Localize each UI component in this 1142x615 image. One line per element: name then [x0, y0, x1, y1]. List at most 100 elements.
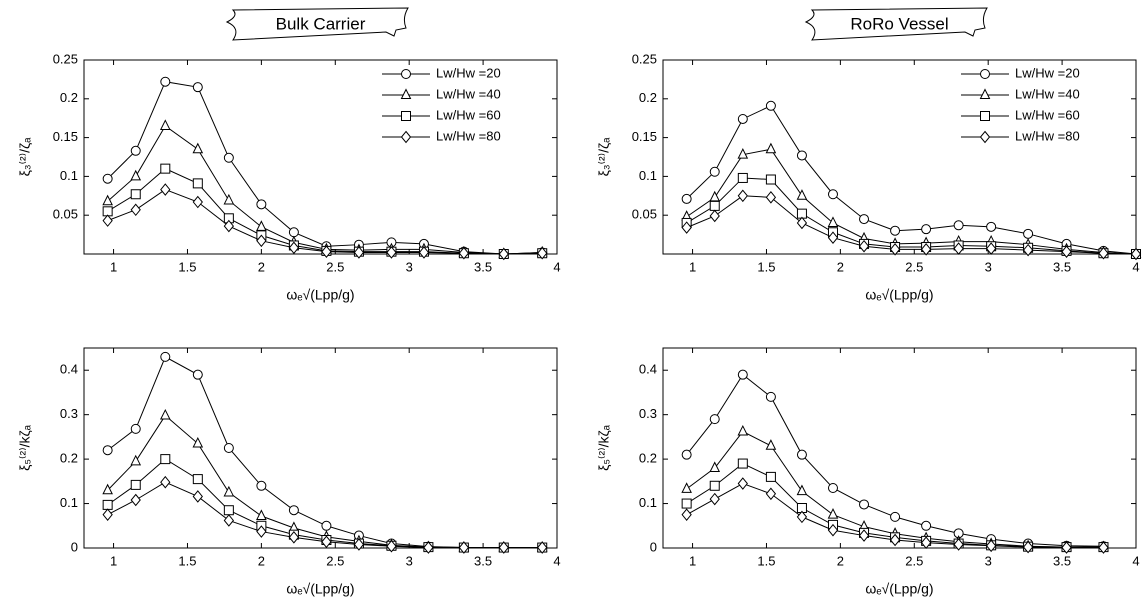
marker [102, 483, 113, 495]
legend-label: Lw/Hw =80 [1015, 128, 1080, 143]
series-line [107, 356, 543, 549]
marker [953, 220, 964, 231]
legend-label: Lw/Hw =80 [436, 128, 501, 143]
marker [353, 246, 365, 259]
marker [765, 471, 776, 482]
marker [192, 142, 204, 154]
y-tick-label: 0.05 [53, 207, 78, 222]
marker [796, 484, 808, 496]
marker [400, 130, 412, 144]
marker [192, 490, 203, 503]
series-line [107, 481, 543, 549]
series-line [686, 430, 1104, 548]
marker [498, 541, 509, 554]
marker [401, 111, 411, 121]
marker [160, 454, 171, 465]
marker [256, 525, 267, 538]
legend-label: Lw/Hw =60 [1015, 107, 1080, 122]
marker [979, 130, 991, 144]
marker [681, 498, 692, 509]
x-tick-label: 1.5 [757, 259, 775, 274]
marker [889, 243, 901, 256]
y-tick-label: 0.1 [639, 495, 657, 510]
y-tick-label: 0.25 [632, 51, 657, 66]
x-tick-label: 1.5 [178, 553, 196, 568]
y-tick-label: 0.1 [60, 495, 78, 510]
marker [980, 111, 990, 121]
marker [321, 535, 332, 549]
marker [192, 82, 203, 93]
marker [827, 508, 839, 519]
marker [256, 220, 267, 231]
marker [458, 541, 470, 554]
y-tick-label: 0.15 [632, 129, 657, 144]
marker [889, 533, 901, 547]
marker [160, 351, 171, 362]
marker [160, 475, 171, 489]
marker [858, 239, 870, 253]
marker [796, 510, 808, 524]
y-tick-label: 0.3 [60, 406, 78, 421]
x-tick-label: 2.5 [905, 553, 923, 568]
marker [192, 195, 203, 209]
marker [737, 424, 749, 436]
marker [920, 536, 932, 549]
marker [859, 214, 870, 225]
marker [223, 152, 234, 163]
title-banner [804, 7, 988, 41]
x-tick-label: 1 [689, 553, 696, 568]
x-tick-label: 1.5 [757, 553, 775, 568]
marker [681, 482, 692, 493]
marker [256, 480, 267, 491]
x-tick-label: 2.5 [326, 553, 344, 568]
marker [400, 88, 412, 99]
marker [256, 234, 267, 248]
marker [709, 414, 720, 425]
axes-box [83, 347, 558, 549]
marker [827, 189, 838, 200]
marker [980, 69, 990, 79]
y-tick-label: 0.1 [639, 168, 657, 183]
marker [192, 474, 203, 485]
marker [709, 492, 720, 506]
x-tick-label: 3.5 [1053, 553, 1071, 568]
marker [681, 221, 692, 234]
marker [953, 538, 964, 551]
marker [1130, 247, 1142, 261]
marker [827, 483, 838, 493]
y-axis-label: ξ₅⁽²⁾/kζₐ [17, 424, 33, 471]
y-tick-label: 0 [650, 539, 657, 554]
y-axis-label: ξ₃⁽²⁾/ζₐ [17, 137, 33, 177]
series-line [686, 373, 1104, 547]
marker [130, 169, 142, 181]
marker [386, 246, 397, 259]
marker [288, 531, 300, 544]
marker [102, 173, 113, 184]
marker [827, 523, 839, 537]
marker [858, 529, 870, 542]
legend-label: Lw/Hw =20 [436, 65, 501, 80]
marker [709, 461, 721, 472]
marker [102, 214, 113, 227]
marker [827, 231, 839, 244]
marker [1022, 243, 1034, 257]
marker [765, 439, 777, 450]
marker [321, 245, 332, 258]
marker [765, 391, 776, 402]
marker [737, 113, 748, 124]
x-tick-label: 3 [985, 259, 992, 274]
marker [709, 166, 720, 177]
marker [681, 193, 692, 204]
title-banner [225, 7, 409, 41]
marker [765, 174, 776, 185]
series-line [107, 81, 543, 255]
marker [353, 538, 365, 551]
x-tick-label: 2.5 [905, 259, 923, 274]
marker [160, 163, 171, 174]
axes-box [83, 59, 558, 255]
series-line [686, 148, 1137, 255]
legend-label: Lw/Hw =40 [436, 86, 501, 101]
marker [737, 189, 748, 203]
marker [130, 479, 141, 490]
